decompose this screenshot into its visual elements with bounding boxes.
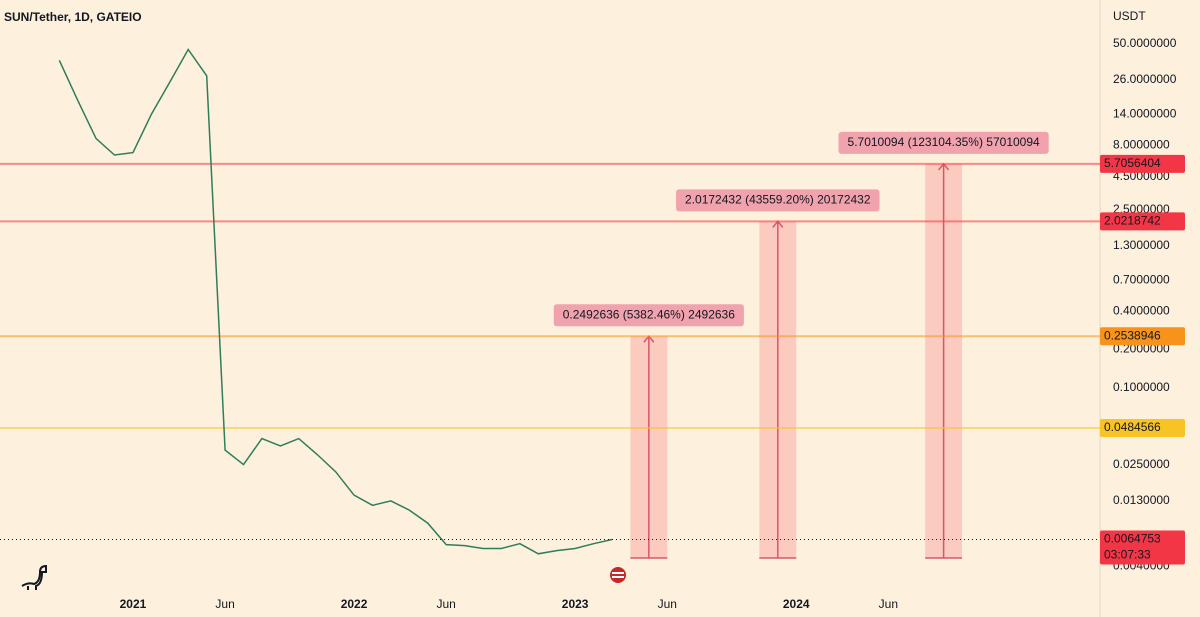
y-tick-label: 0.0250000 <box>1113 457 1170 471</box>
y-tick-label: 0.4000000 <box>1113 303 1170 317</box>
x-tick-label: 2021 <box>120 597 147 611</box>
x-tick-label: 2022 <box>341 597 368 611</box>
x-tick-label: 2024 <box>783 597 810 611</box>
x-tick-label: 2023 <box>562 597 589 611</box>
y-tick-label: 14.0000000 <box>1113 106 1177 120</box>
last-price-label: 0.0064753 <box>1104 532 1161 546</box>
price-label: 0.2538946 <box>1104 328 1161 342</box>
measure-label-bg <box>553 304 744 327</box>
price-label-bg <box>1100 418 1185 437</box>
countdown: 03:07:33 <box>1104 548 1151 562</box>
event-flag <box>610 567 626 583</box>
price-label-bg <box>1100 154 1185 173</box>
x-tick-label: Jun <box>215 597 234 611</box>
y-tick-label: 26.0000000 <box>1113 72 1177 86</box>
measure-label-bg <box>838 131 1049 154</box>
axis-unit: USDT <box>1113 9 1146 23</box>
y-tick-label: 2.5000000 <box>1113 202 1170 216</box>
price-line <box>58 48 613 555</box>
x-tick-label: Jun <box>658 597 677 611</box>
last-price-bg <box>1100 530 1185 565</box>
y-tick-label: 0.0130000 <box>1113 493 1170 507</box>
y-tick-label: 8.0000000 <box>1113 137 1170 151</box>
measure-label-bg <box>676 189 880 212</box>
measure-label: 5.7010094 (123104.35%) 57010094 <box>848 135 1040 149</box>
price-label-bg <box>1100 327 1185 346</box>
measure-label: 2.0172432 (43559.20%) 20172432 <box>685 193 871 207</box>
y-tick-label: 0.7000000 <box>1113 272 1170 286</box>
price-label: 2.0218742 <box>1104 214 1161 228</box>
x-tick-label: Jun <box>879 597 898 611</box>
price-label: 5.7056404 <box>1104 156 1161 170</box>
y-tick-label: 50.0000000 <box>1113 36 1177 50</box>
price-label-bg <box>1100 212 1185 231</box>
price-label: 0.0484566 <box>1104 420 1161 434</box>
measure-label: 0.2492636 (5382.46%) 2492636 <box>563 307 735 321</box>
y-tick-label: 0.1000000 <box>1113 380 1170 394</box>
logo <box>21 564 47 590</box>
x-tick-label: Jun <box>436 597 455 611</box>
y-tick-label: 1.3000000 <box>1113 238 1170 252</box>
chart-title: SUN/Tether, 1D, GATEIO <box>4 10 142 24</box>
